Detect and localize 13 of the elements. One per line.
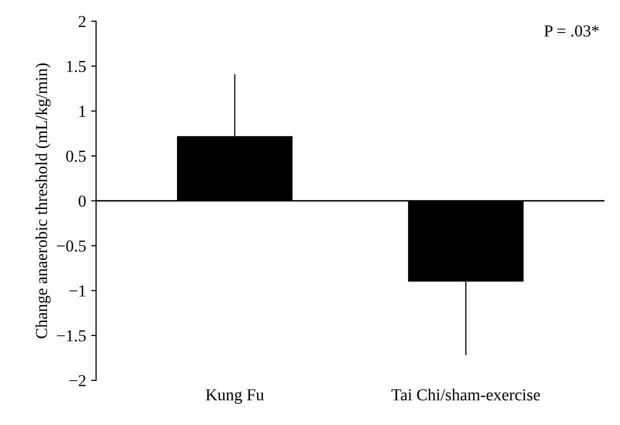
x-tick-label: Tai Chi/sham-exercise [392,388,540,400]
y-tick-label: −2 [69,375,86,386]
annotation: P = .03* [544,25,599,37]
y-tick-label: 1.5 [67,60,86,72]
y-tick-label: −1 [69,285,86,296]
x-tick-label: Kung Fu [206,389,264,404]
y-tick-label: 2 [78,16,86,28]
y-tick-label: 1 [80,106,86,117]
y-tick-label: −0.5 [56,240,86,252]
y-tick-label: 0.5 [66,150,86,162]
y-tick-label: −1.5 [56,330,86,342]
y-tick-label: 0 [78,196,86,207]
y-axis-title: Change anaerobic threshold (mL/kg/min) [35,63,51,338]
